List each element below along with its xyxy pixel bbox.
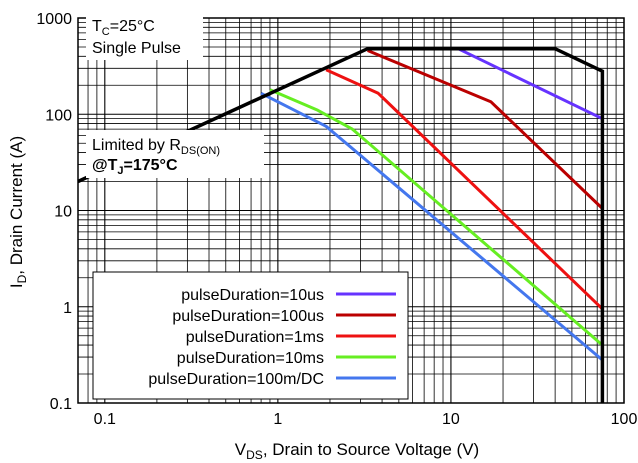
x-tick-labels: 0.1 1 10 100	[94, 411, 638, 428]
pulse-annotation: Single Pulse	[92, 40, 181, 57]
series-lines	[260, 47, 604, 362]
tc-annotation: TC=25°C	[92, 18, 155, 38]
legend-label: pulseDuration=1ms	[186, 329, 324, 346]
y-tick-label: 10	[54, 204, 72, 221]
y-tick-label: 0.1	[50, 396, 72, 413]
series-line-100us	[367, 49, 604, 210]
x-tick-label: 10	[442, 411, 460, 428]
series-line-100m-dc	[260, 91, 604, 362]
series-line-10ms	[269, 88, 604, 347]
soa-boundary	[77, 46, 605, 403]
y-axis-title: ID, Drain Current (A)	[7, 136, 29, 288]
y-tick-label: 100	[45, 107, 72, 124]
series-line-1ms	[325, 68, 604, 310]
y-tick-label: 1	[63, 300, 72, 317]
soa-boundary-line	[77, 46, 605, 403]
tc-annotation-bg	[86, 10, 203, 60]
limited-annotation: Limited by RDS(ON)	[92, 137, 220, 157]
limited-annotation-bg	[86, 130, 264, 178]
plot-frame	[77, 17, 625, 404]
legend-label: pulseDuration=10us	[181, 287, 324, 304]
tj-annotation: @TJ=175°C	[92, 157, 178, 177]
x-tick-label: 0.1	[94, 411, 116, 428]
legend-label: pulseDuration=100m/DC	[148, 371, 324, 388]
legend-label: pulseDuration=100us	[172, 308, 324, 325]
y-tick-label: 1000	[36, 11, 72, 28]
x-tick-label: 100	[611, 411, 638, 428]
y-tick-labels: 0.1 1 10 100 1000	[36, 11, 72, 413]
series-line-10us	[367, 47, 604, 121]
legend-label: pulseDuration=10ms	[177, 350, 324, 367]
legend: pulseDuration=10us pulseDuration=100us pul…	[92, 271, 409, 400]
x-tick-label: 1	[273, 411, 282, 428]
x-axis-title: VDS, Drain to Source Voltage (V)	[235, 440, 479, 462]
